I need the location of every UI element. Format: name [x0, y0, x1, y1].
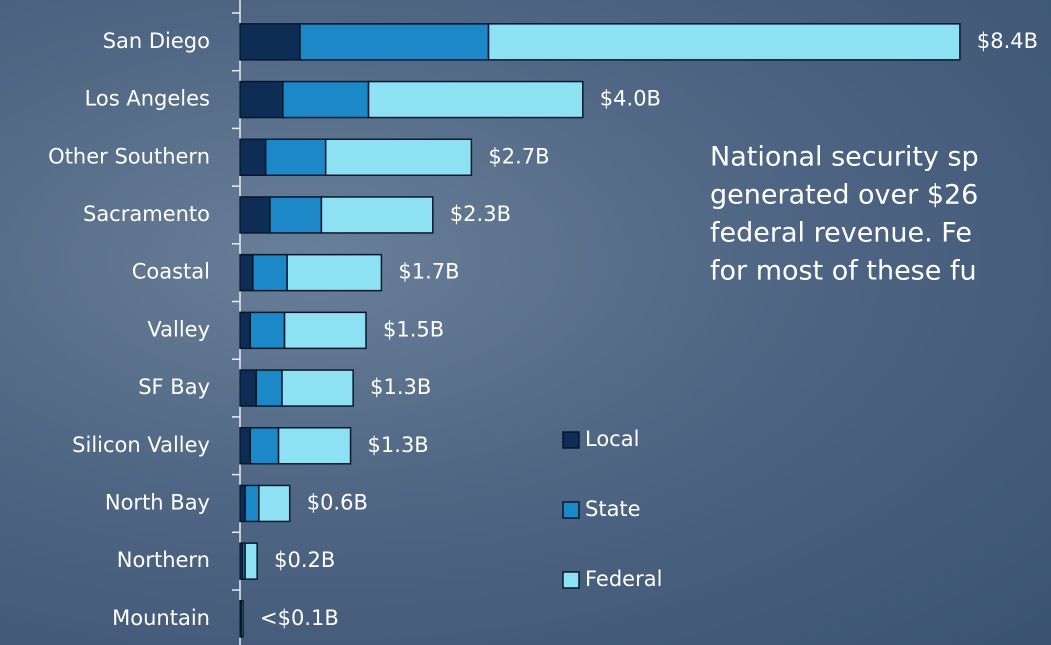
total-label: $1.3B: [370, 375, 431, 399]
bar-segment: [240, 428, 250, 464]
bar-segment: [240, 312, 250, 348]
legend-swatch: [563, 572, 579, 588]
legend-label: State: [585, 497, 641, 521]
annotation: generated over $26: [710, 180, 978, 211]
legend-swatch: [563, 432, 579, 448]
bar-segment: [240, 139, 266, 175]
bar-segment: [250, 428, 278, 464]
y-tick-label: Valley: [147, 317, 210, 341]
annotation: for most of these fu: [710, 256, 977, 287]
bar-segment: [241, 601, 243, 637]
total-label: $0.2B: [274, 548, 335, 572]
bar-segment: [283, 82, 369, 118]
bar-segment: [279, 428, 351, 464]
y-tick-label: Coastal: [132, 260, 210, 284]
y-tick-label: Sacramento: [83, 202, 210, 226]
bar-segment: [285, 312, 366, 348]
y-tick-label: Silicon Valley: [72, 433, 210, 457]
bar-segment: [240, 82, 283, 118]
bar-segment: [240, 24, 300, 60]
bar-segment: [240, 197, 270, 233]
total-label: $0.6B: [307, 490, 368, 514]
total-label: <$0.1B: [260, 606, 339, 630]
bar-segment: [240, 255, 253, 291]
total-label: $8.4B: [977, 29, 1038, 53]
bar-segment: [287, 255, 381, 291]
bar-segment: [266, 139, 326, 175]
legend-swatch: [563, 502, 579, 518]
total-label: $4.0B: [600, 87, 661, 111]
bar-segment: [256, 370, 282, 406]
bar-segment: [245, 485, 259, 521]
legend-label: Local: [585, 427, 639, 451]
y-tick-label: North Bay: [105, 490, 210, 514]
bar-segment: [489, 24, 960, 60]
bar-segment: [270, 197, 321, 233]
bar-segment: [259, 485, 290, 521]
y-tick-label: Los Angeles: [85, 87, 210, 111]
bar-segment: [240, 370, 256, 406]
total-label: $1.7B: [398, 260, 459, 284]
total-label: $2.3B: [450, 202, 511, 226]
page: San Diego $8.4B Los Angeles $4.0B Other Sout…: [0, 0, 1051, 645]
legend-label: Federal: [585, 567, 662, 591]
bar-segment: [253, 255, 287, 291]
chart: San Diego $8.4B Los Angeles $4.0B Other Sout…: [0, 0, 1051, 645]
bar-segment: [245, 543, 257, 579]
bar-segment: [300, 24, 489, 60]
bar-segment: [326, 139, 472, 175]
bar-segment: [369, 82, 583, 118]
y-tick-label: San Diego: [103, 29, 210, 53]
total-label: $1.3B: [368, 433, 429, 457]
annotation: federal revenue. Fe: [710, 218, 972, 249]
y-tick-label: SF Bay: [138, 375, 210, 399]
bar-segment: [282, 370, 353, 406]
y-tick-label: Mountain: [112, 606, 210, 630]
bar-segment: [240, 485, 245, 521]
total-label: $1.5B: [383, 317, 444, 341]
total-label: $2.7B: [488, 144, 549, 168]
y-tick-label: Other Southern: [48, 144, 210, 168]
y-tick-label: Northern: [117, 548, 210, 572]
bar-segment: [321, 197, 432, 233]
annotation: National security sp: [710, 142, 979, 173]
bar-segment: [250, 312, 284, 348]
